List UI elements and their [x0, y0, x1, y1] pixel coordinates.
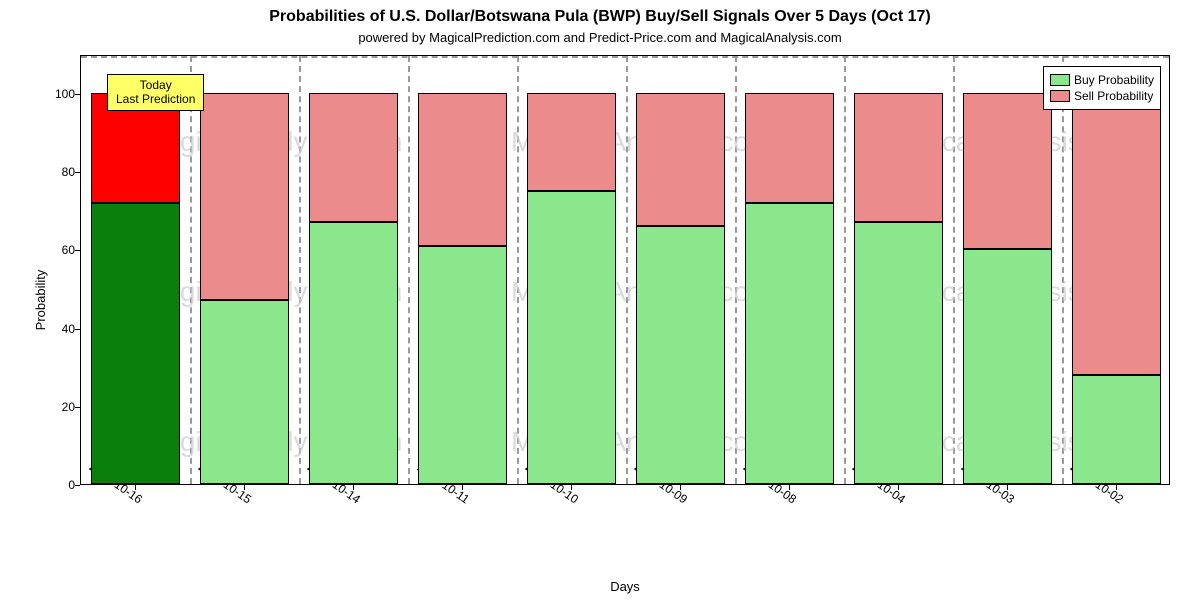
buy-bar: [91, 203, 180, 484]
sell-bar: [636, 93, 725, 226]
sell-bar: [527, 93, 616, 191]
buy-bar: [1072, 375, 1161, 484]
buy-bar: [309, 222, 398, 484]
buy-bar: [636, 226, 725, 484]
legend-label: Buy Probability: [1074, 73, 1154, 87]
gridline-vertical: [626, 56, 628, 484]
gridline-vertical: [844, 56, 846, 484]
sell-bar: [418, 93, 507, 245]
bar-group: [745, 54, 834, 484]
chart-title: Probabilities of U.S. Dollar/Botswana Pu…: [0, 8, 1200, 26]
sell-bar: [200, 93, 289, 300]
buy-bar: [527, 191, 616, 484]
gridline-vertical: [1062, 56, 1064, 484]
bar-group: [636, 54, 725, 484]
sell-bar: [745, 93, 834, 202]
sell-bar: [854, 93, 943, 222]
sell-bar: [309, 93, 398, 222]
y-tick-label: 40: [50, 322, 75, 336]
sell-bar: [963, 93, 1052, 249]
legend: Buy Probability Sell Probability: [1043, 66, 1161, 110]
buy-bar: [200, 300, 289, 484]
chart-subtitle: powered by MagicalPrediction.com and Pre…: [0, 30, 1200, 45]
legend-swatch: [1050, 90, 1070, 102]
y-tick-label: 20: [50, 400, 75, 414]
legend-item: Buy Probability: [1050, 73, 1154, 87]
gridline-vertical: [953, 56, 955, 484]
buy-bar: [745, 203, 834, 484]
buy-bar: [418, 246, 507, 484]
y-tick-label: 80: [50, 165, 75, 179]
buy-bar: [854, 222, 943, 484]
y-tick-label: 100: [50, 87, 75, 101]
gridline-vertical: [408, 56, 410, 484]
bar-group: [91, 54, 180, 484]
legend-item: Sell Probability: [1050, 89, 1154, 103]
bar-group: [1072, 54, 1161, 484]
x-axis-label: Days: [80, 579, 1170, 594]
gridline-vertical: [735, 56, 737, 484]
y-axis-label: Probability: [33, 270, 48, 331]
bar-group: [963, 54, 1052, 484]
bar-group: [309, 54, 398, 484]
chart-container: Probabilities of U.S. Dollar/Botswana Pu…: [0, 0, 1200, 600]
sell-bar: [1072, 93, 1161, 374]
plot-area: MagicalAnalysis.comMagicalAnalysis.comMa…: [80, 55, 1170, 485]
legend-swatch: [1050, 74, 1070, 86]
gridline-vertical: [517, 56, 519, 484]
legend-label: Sell Probability: [1074, 89, 1153, 103]
bar-group: [200, 54, 289, 484]
gridline-vertical: [299, 56, 301, 484]
today-callout: TodayLast Prediction: [107, 74, 204, 111]
bar-group: [854, 54, 943, 484]
bar-group: [418, 54, 507, 484]
y-tick-label: 0: [50, 478, 75, 492]
bar-group: [527, 54, 616, 484]
buy-bar: [963, 249, 1052, 484]
y-tick-label: 60: [50, 243, 75, 257]
gridline-vertical: [190, 56, 192, 484]
